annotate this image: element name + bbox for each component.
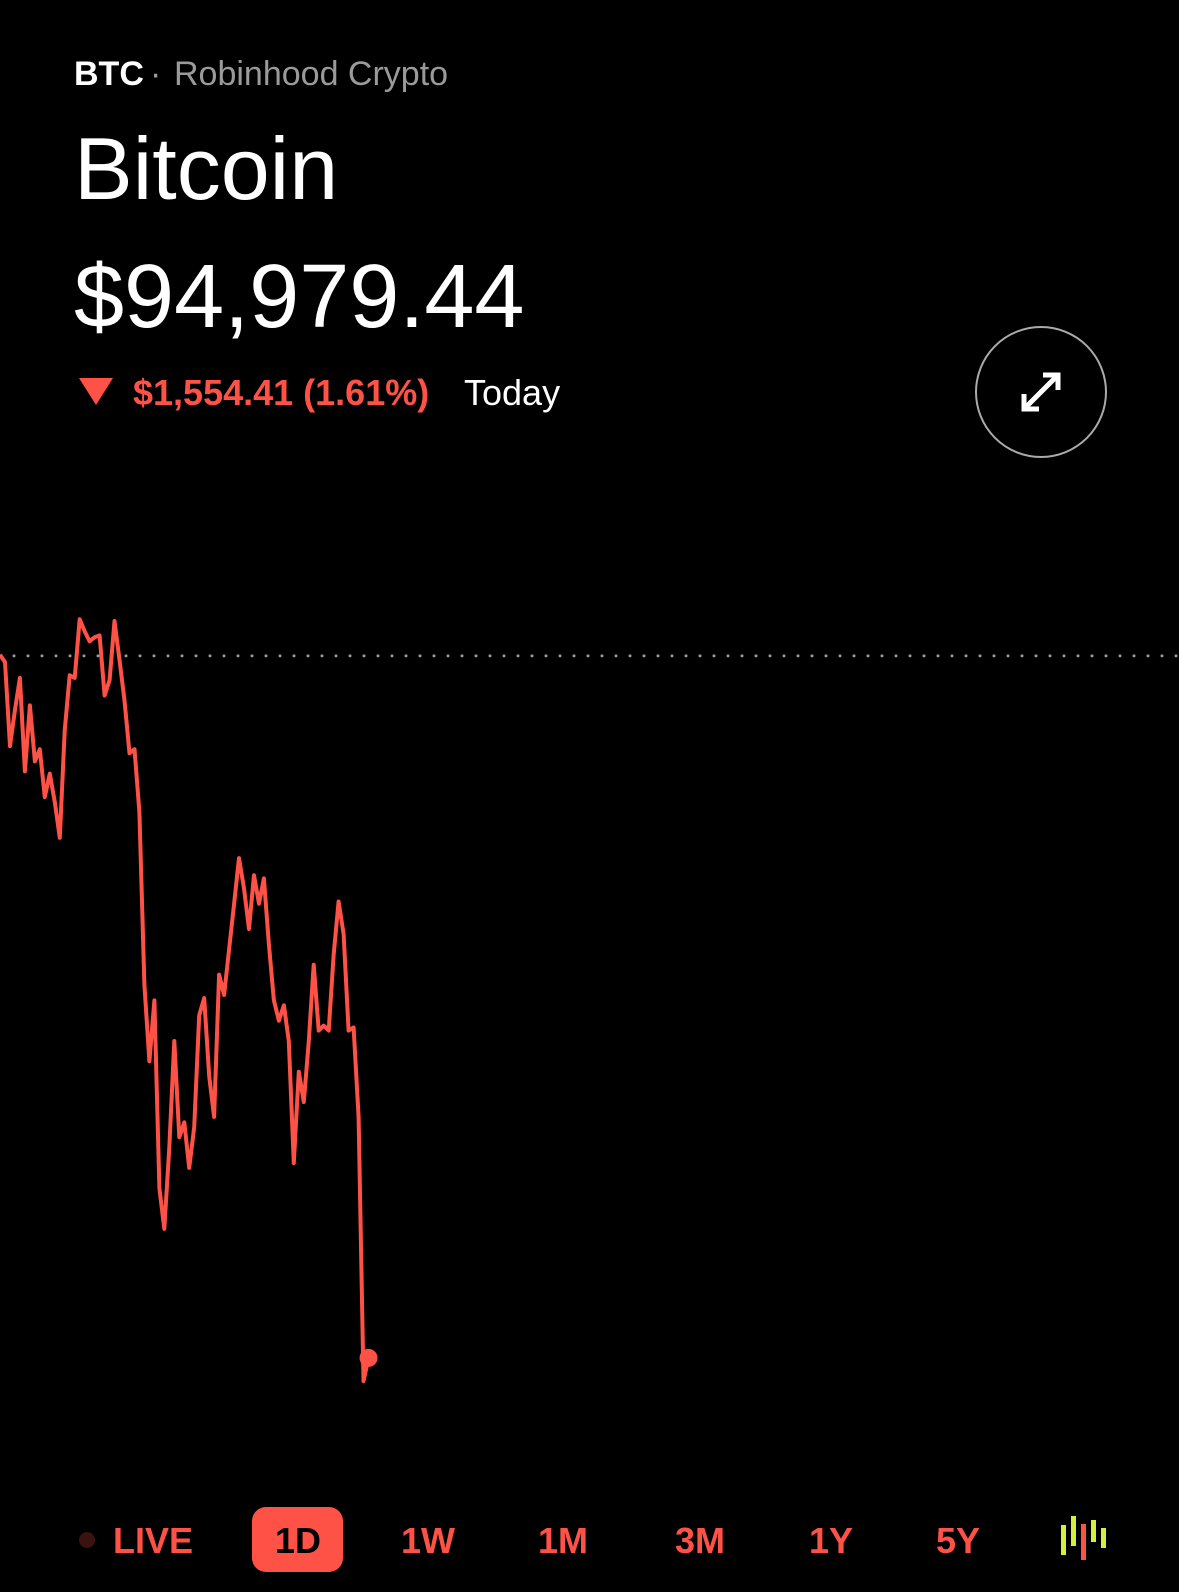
icon-bar: [1101, 1528, 1106, 1548]
expand-circle: [975, 326, 1107, 458]
live-dot: [79, 1532, 95, 1548]
timeframe-button[interactable]: 1W: [401, 1520, 455, 1561]
down-arrow: [79, 378, 113, 405]
expand-icon: [1021, 372, 1061, 412]
timeframe-button[interactable]: 1Y: [809, 1520, 853, 1561]
price: $94,979.44: [74, 247, 524, 347]
icon-bar: [1091, 1520, 1096, 1542]
asset-name: Bitcoin: [74, 119, 338, 218]
timeframe-button[interactable]: 1M: [538, 1520, 588, 1561]
icon-bar: [1071, 1516, 1076, 1546]
expand-button[interactable]: [975, 326, 1107, 458]
timeframe-button[interactable]: 1D: [275, 1520, 321, 1561]
chart-type-icon[interactable]: [1061, 1516, 1106, 1560]
icon-bar: [1061, 1525, 1066, 1555]
separator: ·: [150, 55, 161, 93]
timeframe-button[interactable]: 5Y: [936, 1520, 980, 1561]
timeframe-bar: [79, 1507, 1106, 1572]
timeframe-button[interactable]: LIVE: [113, 1520, 193, 1561]
price-line: [0, 617, 371, 1384]
timeframe-button[interactable]: 3M: [675, 1520, 725, 1561]
exchange: Robinhood Crypto: [174, 55, 448, 93]
ticker: BTC: [74, 55, 144, 93]
selected-timeframe: [252, 1507, 343, 1572]
change: $1,554.41 (1.61%): [133, 372, 429, 413]
period: Today: [464, 372, 560, 413]
current-point: [359, 1348, 378, 1367]
icon-bar: [1081, 1524, 1086, 1560]
